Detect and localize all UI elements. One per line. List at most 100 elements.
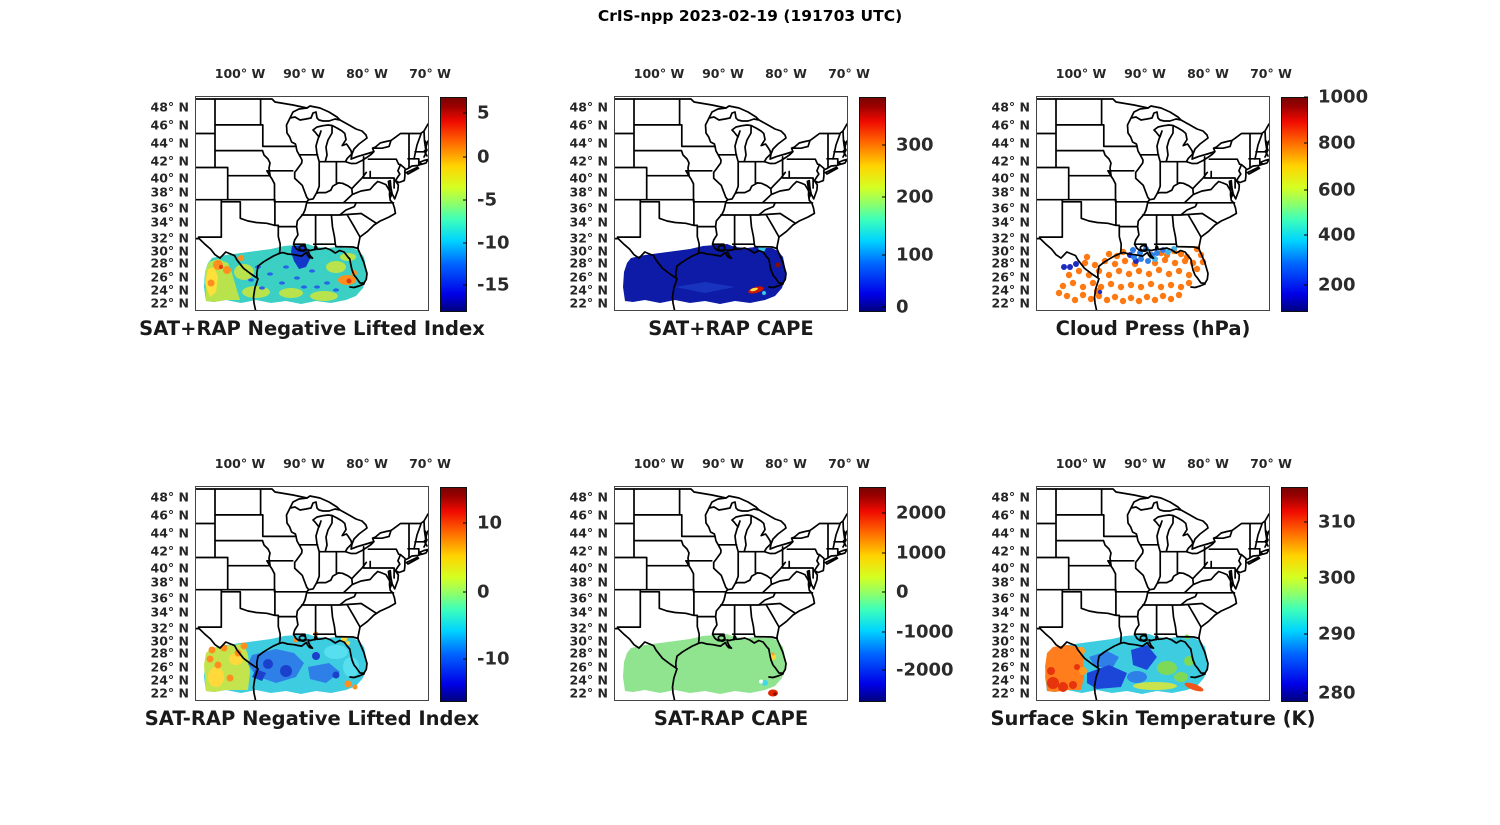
colorbar-tick-label: 1000: [1303, 86, 1369, 108]
lat-tick-label: 34° N: [150, 214, 189, 230]
colorbar-tick-label: 0: [463, 581, 490, 603]
lat-tick-label: 32° N: [991, 230, 1030, 246]
panel-sat-minus-rap-cape: 100° W 90° W 80° W 70° W 48° N 46° N 44° N 42°…: [570, 456, 954, 730]
lon-tick-label: 90° W: [1124, 66, 1166, 81]
colorbar-tick-label: 300: [1304, 567, 1356, 589]
lat-tick-label: 48° N: [150, 99, 189, 115]
lon-tick-label: 90° W: [702, 66, 744, 81]
lat-tick-label: 46° N: [991, 507, 1030, 523]
lat-tick-label: 22° N: [569, 685, 608, 701]
lat-tick-label: 38° N: [569, 184, 608, 200]
lat-tick-label: 32° N: [569, 230, 608, 246]
lon-tick-label: 90° W: [702, 456, 744, 471]
colorbar-tick-label: 280: [1304, 682, 1356, 704]
colorbar-tick-label: 2000: [881, 502, 947, 524]
colorbar-tick-label: -10: [463, 648, 510, 670]
colorbar-tick-label: 310: [1304, 511, 1356, 533]
data-swath-layer: [623, 244, 785, 304]
figure-title: CrIS-npp 2023-02-19 (191703 UTC): [597, 7, 903, 25]
lat-tick-label: 24° N: [150, 282, 189, 298]
panel-title: SAT-RAP CAPE: [653, 707, 809, 730]
lat-tick-label: 36° N: [569, 590, 608, 606]
data-swath-layer: [204, 244, 366, 304]
lat-tick-label: 28° N: [150, 645, 189, 661]
lat-tick-label: 44° N: [569, 135, 608, 151]
panel-cloud-press: 100° W 90° W 80° W 70° W 48° N 46° N 44° N 42°…: [992, 66, 1369, 340]
lat-tick-label: 32° N: [150, 620, 189, 636]
map-frame: [1036, 486, 1270, 701]
lon-tick-label: 70° W: [828, 66, 870, 81]
colorbar-tick-label: 100: [882, 244, 934, 266]
lat-tick-label: 26° N: [569, 269, 608, 285]
map-surface-skin-temp: [1037, 488, 1269, 700]
us-state-outlines: [1037, 98, 1269, 310]
lon-tick-label: 70° W: [828, 456, 870, 471]
colorbar-tick-label: 0: [882, 581, 909, 603]
colorbar-jet: [1281, 487, 1308, 702]
map-sat-plus-rap-cape: [615, 98, 847, 310]
lat-tick-label: 22° N: [991, 685, 1030, 701]
lat-tick-label: 34° N: [569, 214, 608, 230]
lat-tick-label: 26° N: [991, 659, 1030, 675]
data-swath-layer: [1045, 634, 1207, 694]
lat-tick-label: 46° N: [150, 117, 189, 133]
lat-tick-label: 36° N: [991, 200, 1030, 216]
map-sat-minus-rap-cape: [615, 488, 847, 700]
lat-tick-label: 48° N: [569, 489, 608, 505]
colorbar-tick-label: -10: [463, 232, 510, 254]
panel-title: Surface Skin Temperature (K): [990, 707, 1316, 730]
colorbar-tick-label: 200: [1304, 274, 1356, 296]
lat-tick-label: 26° N: [150, 659, 189, 675]
colorbar-tick-label: 290: [1304, 623, 1356, 645]
lat-tick-label: 30° N: [150, 633, 189, 649]
lat-tick-label: 34° N: [991, 214, 1030, 230]
lat-tick-label: 24° N: [569, 282, 608, 298]
lat-tick-label: 40° N: [991, 560, 1030, 576]
lat-tick-label: 40° N: [991, 170, 1030, 186]
lat-tick-label: 22° N: [150, 295, 189, 311]
lon-tick-label: 90° W: [1124, 456, 1166, 471]
lat-tick-label: 38° N: [150, 574, 189, 590]
lat-tick-label: 42° N: [991, 153, 1030, 169]
lat-tick-label: 42° N: [569, 153, 608, 169]
lat-tick-label: 40° N: [569, 170, 608, 186]
lon-tick-label: 70° W: [1250, 66, 1292, 81]
lat-tick-label: 28° N: [569, 645, 608, 661]
lat-tick-label: 28° N: [569, 255, 608, 271]
panel-title: Cloud Press (hPa): [1055, 317, 1251, 340]
lat-tick-label: 26° N: [150, 269, 189, 285]
lat-tick-label: 44° N: [569, 525, 608, 541]
lat-tick-label: 24° N: [569, 672, 608, 688]
colorbar-jet: [440, 487, 467, 702]
colorbar-tick-label: 0: [463, 146, 490, 168]
lat-tick-label: 40° N: [150, 560, 189, 576]
lat-tick-label: 36° N: [991, 590, 1030, 606]
lon-tick-label: 80° W: [1187, 66, 1229, 81]
lon-tick-label: 80° W: [346, 66, 388, 81]
lat-tick-label: 44° N: [991, 525, 1030, 541]
colorbar-tick-label: -5: [463, 189, 497, 211]
panel-sat-minus-rap-nli: 100° W 90° W 80° W 70° W 48° N 46° N 44° N 42°…: [145, 456, 510, 730]
lat-tick-label: 24° N: [991, 672, 1030, 688]
panel-sat-plus-rap-nli: 100° W 90° W 80° W 70° W 48° N 46° N 44° N 42°…: [139, 66, 509, 340]
map-frame: [1036, 96, 1270, 311]
lat-tick-label: 46° N: [991, 117, 1030, 133]
lat-tick-label: 38° N: [991, 184, 1030, 200]
map-sat-plus-rap-nli: [196, 98, 428, 310]
lon-tick-label: 80° W: [346, 456, 388, 471]
lat-tick-label: 42° N: [150, 543, 189, 559]
lat-tick-label: 26° N: [991, 269, 1030, 285]
lat-tick-label: 42° N: [991, 543, 1030, 559]
lat-tick-label: 34° N: [991, 604, 1030, 620]
colorbar-tick-label: 400: [1304, 224, 1356, 246]
lon-tick-label: 80° W: [765, 66, 807, 81]
lat-tick-label: 36° N: [150, 590, 189, 606]
lat-tick-label: 30° N: [569, 633, 608, 649]
lon-tick-label: 80° W: [765, 456, 807, 471]
panel-title: SAT+RAP Negative Lifted Index: [139, 317, 485, 340]
lat-tick-label: 26° N: [569, 659, 608, 675]
colorbar-tick-label: 200: [882, 186, 934, 208]
colorbar-tick-label: 300: [882, 134, 934, 156]
lat-tick-label: 30° N: [991, 243, 1030, 259]
